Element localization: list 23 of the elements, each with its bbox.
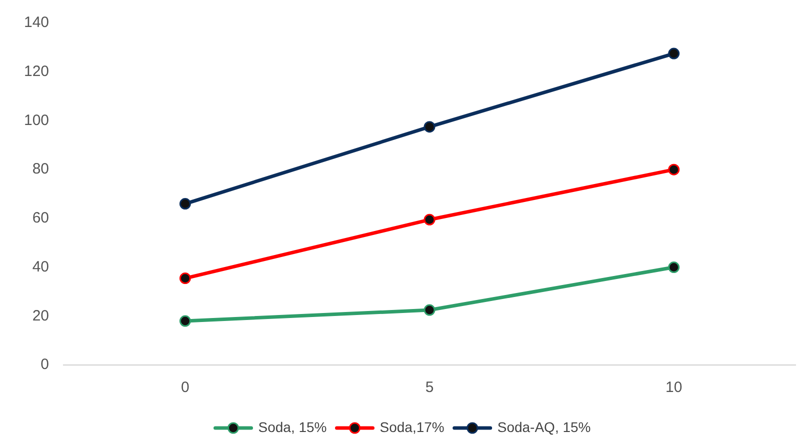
y-tick-label: 20 bbox=[32, 307, 50, 324]
y-tick-label: 140 bbox=[24, 14, 50, 32]
point bbox=[179, 272, 191, 284]
y-tick-label: 80 bbox=[32, 160, 50, 178]
point bbox=[668, 262, 680, 274]
y-tick-label: 100 bbox=[24, 112, 50, 129]
x-tick-label: 0 bbox=[181, 379, 190, 396]
y-tick-label: 120 bbox=[24, 63, 50, 80]
x-tick-label: 5 bbox=[425, 379, 434, 396]
point bbox=[179, 198, 191, 210]
y-tick-label: 60 bbox=[32, 210, 50, 227]
point bbox=[179, 315, 191, 327]
x-tick-label: 10 bbox=[665, 379, 682, 396]
legend-label: Soda-AQ, 15% bbox=[497, 418, 591, 435]
legend-label: Soda,17% bbox=[380, 418, 444, 435]
legend-label: Soda, 15% bbox=[258, 418, 327, 435]
y-tick-label: 40 bbox=[32, 258, 50, 276]
point bbox=[668, 164, 680, 176]
y-tick-label: 0 bbox=[40, 356, 50, 374]
point bbox=[424, 214, 436, 226]
point bbox=[424, 304, 436, 316]
point bbox=[668, 48, 680, 60]
point bbox=[424, 121, 436, 133]
